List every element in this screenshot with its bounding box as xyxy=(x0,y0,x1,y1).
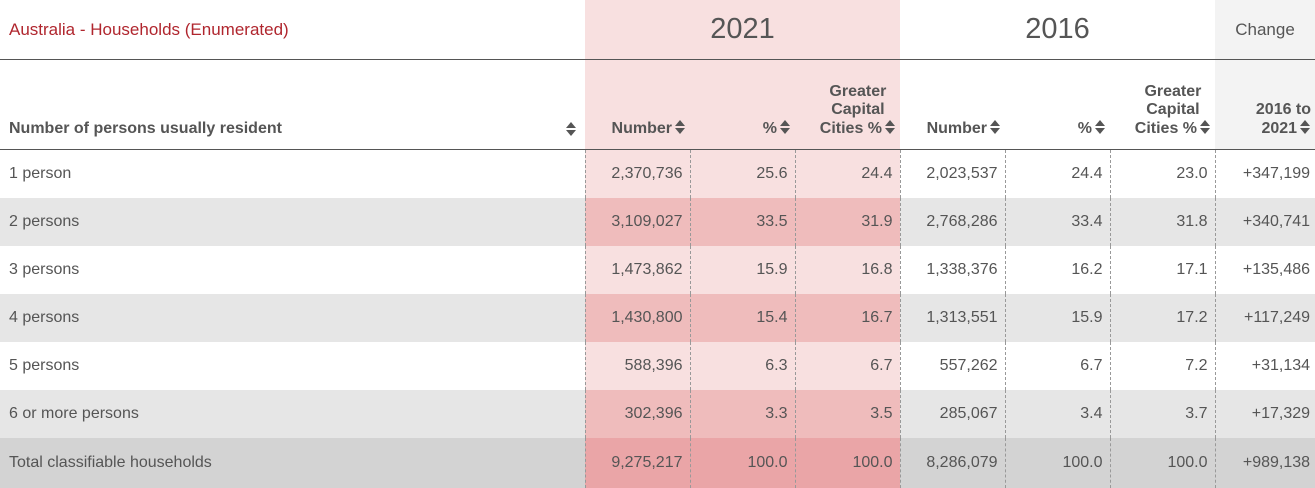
cell-change: +31,134 xyxy=(1214,342,1315,390)
cell-pct-2016: 3.4 xyxy=(1004,390,1111,438)
cell-change: +340,741 xyxy=(1214,198,1315,246)
header-number-2016-label: Number xyxy=(926,120,988,137)
cell-gcc-2021: 16.7 xyxy=(794,294,901,342)
cell-gcc-2021: 3.5 xyxy=(794,390,901,438)
cell-change: +135,486 xyxy=(1214,246,1315,294)
year-2021-header: 2021 xyxy=(585,0,901,60)
row-label: 1 person xyxy=(0,149,585,198)
total-gcc-2016: 100.0 xyxy=(1109,438,1216,488)
row-label: 5 persons xyxy=(0,342,585,390)
header-gcc-line3: Cities % xyxy=(1134,120,1198,137)
table-row: 1 person 2,370,736 25.6 24.4 2,023,537 2… xyxy=(0,149,1315,198)
header-persons-label: Number of persons usually resident xyxy=(9,120,282,137)
sort-icon[interactable] xyxy=(565,121,577,137)
sort-icon[interactable] xyxy=(989,119,1001,135)
table-title: Australia - Households (Enumerated) xyxy=(0,0,585,60)
cell-pct-2021: 3.3 xyxy=(689,390,795,438)
header-pct-2021-label: % xyxy=(762,120,777,137)
cell-number-2016: 285,067 xyxy=(899,390,1006,438)
cell-gcc-2016: 7.2 xyxy=(1109,342,1216,390)
cell-change: +117,249 xyxy=(1214,294,1315,342)
row-label: 2 persons xyxy=(0,198,585,246)
total-row: Total classifiable households 9,275,217 … xyxy=(0,438,1315,488)
table-row: 5 persons 588,396 6.3 6.7 557,262 6.7 7.… xyxy=(0,342,1315,390)
table-row: 3 persons 1,473,862 15.9 16.8 1,338,376 … xyxy=(0,246,1315,294)
cell-gcc-2016: 17.2 xyxy=(1109,294,1216,342)
cell-gcc-2021: 16.8 xyxy=(794,246,901,294)
total-change: +989,138 xyxy=(1214,438,1315,488)
header-pct-2016[interactable]: % xyxy=(1005,59,1111,150)
cell-change: +347,199 xyxy=(1214,149,1315,198)
cell-change: +17,329 xyxy=(1214,390,1315,438)
row-label: 6 or more persons xyxy=(0,390,585,438)
cell-pct-2016: 15.9 xyxy=(1004,294,1111,342)
total-number-2021: 9,275,217 xyxy=(584,438,690,488)
sort-icon[interactable] xyxy=(1199,119,1211,135)
cell-pct-2021: 33.5 xyxy=(689,198,795,246)
year-2016-header: 2016 xyxy=(900,0,1216,60)
header-gcc-line2: Capital xyxy=(1146,101,1200,118)
header-persons[interactable]: Number of persons usually resident xyxy=(0,59,585,150)
sort-icon[interactable] xyxy=(779,119,791,135)
header-pct-2021[interactable]: % xyxy=(690,59,795,150)
sort-icon[interactable] xyxy=(674,119,686,135)
cell-number-2016: 557,262 xyxy=(899,342,1006,390)
cell-gcc-2021: 31.9 xyxy=(794,198,901,246)
header-gcc-2021[interactable]: Greater Capital Cities % xyxy=(795,59,901,150)
row-label: 4 persons xyxy=(0,294,585,342)
cell-number-2021: 302,396 xyxy=(584,390,690,438)
cell-number-2016: 2,023,537 xyxy=(899,149,1006,198)
cell-pct-2016: 24.4 xyxy=(1004,149,1111,198)
cell-pct-2021: 6.3 xyxy=(689,342,795,390)
cell-number-2021: 1,430,800 xyxy=(584,294,690,342)
cell-gcc-2021: 6.7 xyxy=(794,342,901,390)
table-row: 4 persons 1,430,800 15.4 16.7 1,313,551 … xyxy=(0,294,1315,342)
total-pct-2016: 100.0 xyxy=(1004,438,1111,488)
total-number-2016: 8,286,079 xyxy=(899,438,1006,488)
cell-pct-2021: 15.9 xyxy=(689,246,795,294)
header-gcc-line1: Greater xyxy=(829,83,887,100)
cell-number-2016: 1,338,376 xyxy=(899,246,1006,294)
header-gcc-line2: Capital xyxy=(831,101,885,118)
header-gcc-2016[interactable]: Greater Capital Cities % xyxy=(1110,59,1216,150)
cell-pct-2016: 6.7 xyxy=(1004,342,1111,390)
cell-pct-2016: 16.2 xyxy=(1004,246,1111,294)
header-pct-2016-label: % xyxy=(1077,120,1093,137)
cell-number-2016: 1,313,551 xyxy=(899,294,1006,342)
table-row: 2 persons 3,109,027 33.5 31.9 2,768,286 … xyxy=(0,198,1315,246)
cell-pct-2021: 15.4 xyxy=(689,294,795,342)
header-gcc-line1: Greater xyxy=(1144,83,1202,100)
sort-icon[interactable] xyxy=(884,119,896,135)
table-row: 6 or more persons 302,396 3.3 3.5 285,06… xyxy=(0,390,1315,438)
cell-number-2021: 3,109,027 xyxy=(584,198,690,246)
cell-gcc-2016: 23.0 xyxy=(1109,149,1216,198)
cell-gcc-2021: 24.4 xyxy=(794,149,901,198)
sort-icon[interactable] xyxy=(1094,119,1106,135)
row-label: 3 persons xyxy=(0,246,585,294)
header-number-2021-label: Number xyxy=(611,120,672,137)
cell-pct-2021: 25.6 xyxy=(689,149,795,198)
cell-number-2021: 2,370,736 xyxy=(584,149,690,198)
cell-gcc-2016: 17.1 xyxy=(1109,246,1216,294)
cell-number-2021: 1,473,862 xyxy=(584,246,690,294)
total-label: Total classifiable households xyxy=(0,438,585,488)
sort-icon[interactable] xyxy=(1299,119,1311,135)
header-number-2016[interactable]: Number xyxy=(900,59,1006,150)
total-gcc-2021: 100.0 xyxy=(794,438,901,488)
total-pct-2021: 100.0 xyxy=(689,438,795,488)
header-change[interactable]: 2016 to 2021 xyxy=(1215,59,1315,150)
header-gcc-line3: Cities % xyxy=(819,120,883,137)
cell-number-2021: 588,396 xyxy=(584,342,690,390)
cell-number-2016: 2,768,286 xyxy=(899,198,1006,246)
cell-gcc-2016: 3.7 xyxy=(1109,390,1216,438)
cell-gcc-2016: 31.8 xyxy=(1109,198,1216,246)
header-change-line1: 2016 to xyxy=(1255,101,1312,118)
header-change-line2: 2021 xyxy=(1261,120,1298,137)
change-header: Change xyxy=(1215,0,1315,60)
cell-pct-2016: 33.4 xyxy=(1004,198,1111,246)
header-number-2021[interactable]: Number xyxy=(585,59,690,150)
